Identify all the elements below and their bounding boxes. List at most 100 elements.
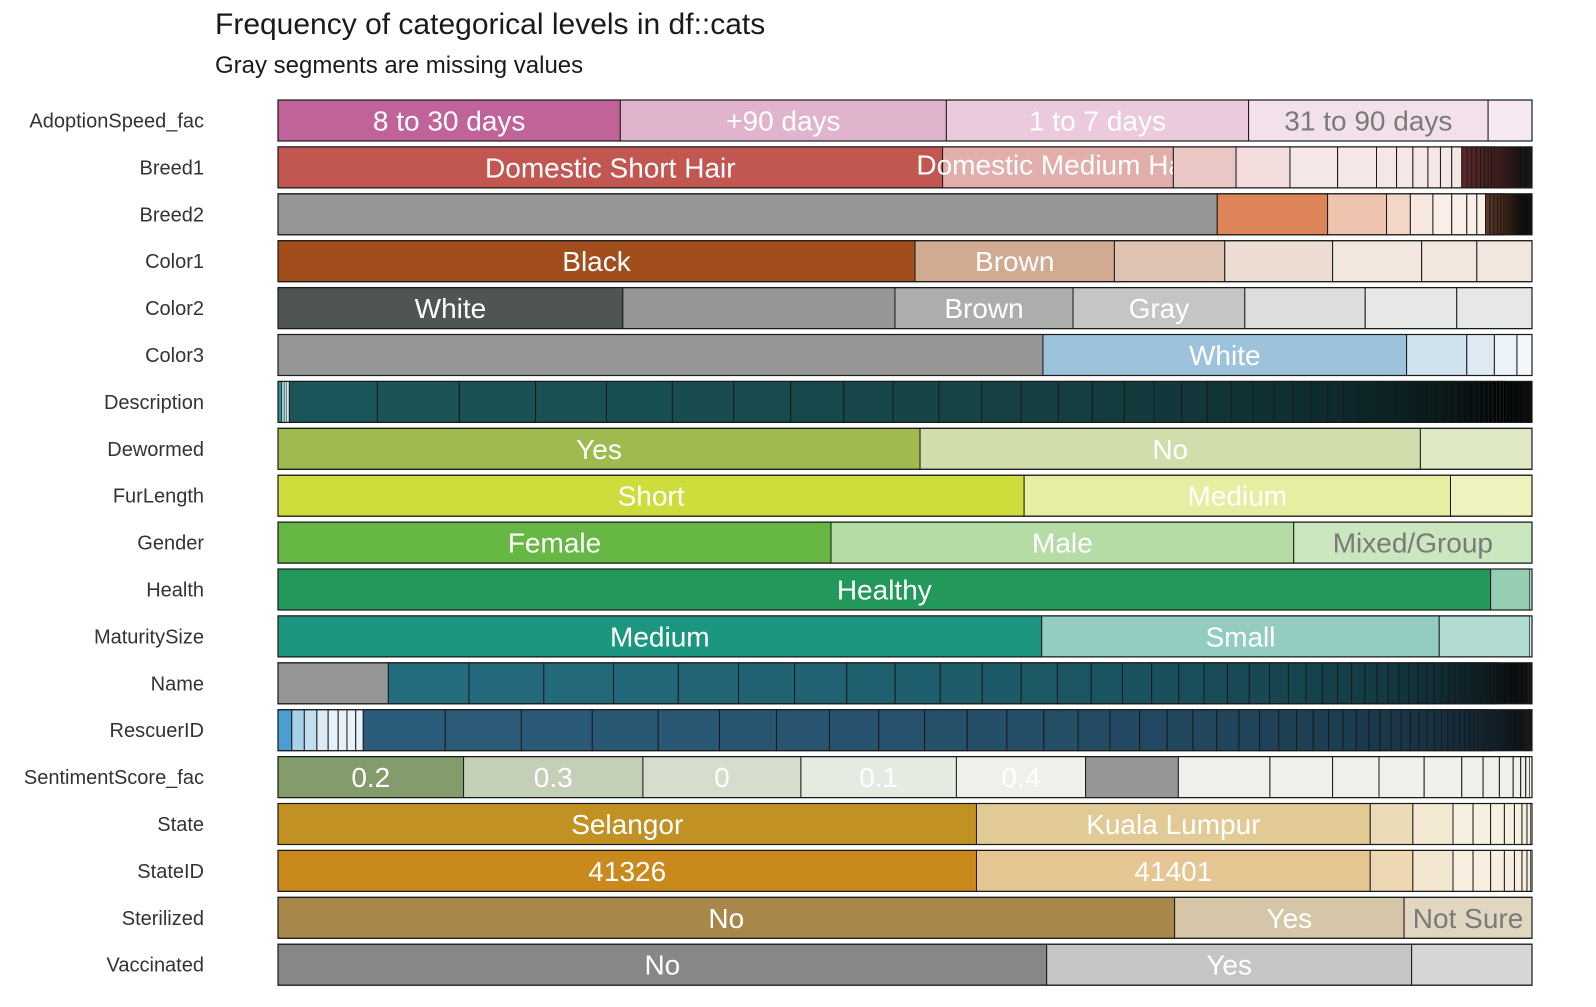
bar-outline-sentimentscore-fac xyxy=(277,755,1533,799)
bar-segment-breed1 xyxy=(1508,146,1512,189)
bar-segment-rescuerid xyxy=(1504,709,1508,751)
bar-segment-state xyxy=(975,803,1371,845)
row-label-sterilized: Sterilized xyxy=(122,908,204,930)
bar-segment-description xyxy=(1057,380,1093,423)
bar-segment-rescuerid xyxy=(1259,709,1280,752)
bar-segment-stateid xyxy=(1369,849,1414,892)
bar-segment-breed2 xyxy=(1500,193,1505,236)
bar-outline-adoptionspeed-fac xyxy=(277,99,1533,142)
bar-segment-breed1 xyxy=(1172,146,1237,189)
bar-segment-rescuerid xyxy=(1426,709,1435,752)
bar-segment-sentimentscore-fac xyxy=(463,756,644,799)
bar-segment-rescuerid xyxy=(1458,709,1466,752)
segment-label-stateid: 41401 xyxy=(1134,856,1212,887)
row-label-color3: Color3 xyxy=(145,345,204,367)
bar-segment-name xyxy=(981,662,1022,705)
bar-segment-stateid xyxy=(1526,849,1532,892)
bar-segment-sentimentscore-fac xyxy=(1177,756,1271,799)
bar-segment-breed1 xyxy=(1471,146,1477,189)
segment-label-sterilized: Yes xyxy=(1267,903,1313,934)
bar-segment-name xyxy=(1517,662,1520,704)
bar-segment-breed2 xyxy=(1466,193,1478,236)
bar-segment-description xyxy=(1230,380,1254,423)
bar-segment-rescuerid xyxy=(1485,709,1490,752)
bar-segment-description xyxy=(1020,380,1059,423)
bar-segment-name xyxy=(894,662,941,705)
bar-segment-rescuerid xyxy=(1077,709,1111,752)
segment-label-stateid: 41326 xyxy=(588,856,666,887)
bar-segment-description xyxy=(1394,380,1406,423)
segment-label-health: Healthy xyxy=(837,575,932,606)
bar-segment-rescuerid xyxy=(718,709,777,752)
bar-segment-description xyxy=(1327,380,1344,423)
bar-segment-state xyxy=(1521,803,1528,845)
bar-segment-breed1 xyxy=(1510,146,1514,189)
row-label-furlength: FurLength xyxy=(113,486,204,508)
bar-segment-color1 xyxy=(1113,240,1226,283)
segment-label-adoptionspeed-fac: 8 to 30 days xyxy=(373,106,526,137)
bar-segment-description xyxy=(790,380,845,423)
bar-segment-rescuerid xyxy=(1481,709,1487,752)
bar-segment-breed1 xyxy=(1337,146,1378,189)
bar-segment-color3 xyxy=(1516,334,1533,376)
bar-segment-description xyxy=(892,380,940,423)
bar-segment-description xyxy=(1153,380,1183,423)
chart-title: Frequency of categorical levels in df::c… xyxy=(215,8,766,41)
bar-segment-maturitysize xyxy=(1438,615,1530,658)
bar-segment-description xyxy=(1483,380,1489,423)
bar-segment-description xyxy=(1514,381,1518,423)
bar-segment-name xyxy=(1460,662,1467,705)
segment-label-color3: White xyxy=(1189,340,1261,371)
bar-segment-sterilized xyxy=(277,896,1176,939)
bar-segment-rescuerid xyxy=(1440,709,1449,752)
bar-segment-rescuerid xyxy=(1216,709,1240,752)
segment-label-furlength: Medium xyxy=(1188,481,1288,512)
bar-segment-name xyxy=(1122,662,1153,705)
bar-segment-name xyxy=(1425,662,1435,705)
bar-segment-description xyxy=(1524,381,1527,423)
bar-segment-rescuerid xyxy=(1006,709,1045,752)
bar-segment-description xyxy=(288,380,378,423)
bar-segment-rescuerid xyxy=(1418,709,1428,752)
bar-outline-color2 xyxy=(277,287,1533,330)
chart-subtitle: Gray segments are missing values xyxy=(215,52,584,79)
segment-label-state: Selangor xyxy=(571,809,683,840)
bar-segment-name xyxy=(1503,662,1507,704)
bar-segment-description xyxy=(1356,380,1372,423)
bar-outline-breed2 xyxy=(277,193,1533,236)
bar-segment-description xyxy=(1526,381,1529,423)
bar-segment-breed1 xyxy=(1515,146,1518,189)
bar-segment-description xyxy=(1273,380,1294,423)
bar-segment-description xyxy=(843,380,894,423)
bar-segment-rescuerid xyxy=(1491,709,1496,751)
bar-segment-color2 xyxy=(1364,287,1458,330)
bar-segment-rescuerid xyxy=(1497,709,1501,751)
bar-segment-breed1 xyxy=(1514,146,1517,189)
segment-label-color1: Black xyxy=(562,246,631,277)
row-label-color2: Color2 xyxy=(145,298,204,320)
bar-segment-name xyxy=(1447,662,1456,705)
bar-segment-breed1 xyxy=(942,146,1174,189)
bar-segment-state xyxy=(1412,803,1454,845)
segment-label-gender: Mixed/Group xyxy=(1333,528,1493,559)
bar-segment-rescuerid xyxy=(966,709,1008,752)
bar-segment-rescuerid xyxy=(775,709,830,752)
bar-segment-stateid xyxy=(975,849,1371,892)
bar-segment-name xyxy=(1387,662,1400,705)
bar-segment-name xyxy=(1498,662,1502,704)
row-label-color1: Color1 xyxy=(145,251,204,273)
bar-segment-description xyxy=(1496,380,1501,423)
bar-segment-state xyxy=(1503,803,1515,845)
segment-label-adoptionspeed-fac: 1 to 7 days xyxy=(1029,106,1166,137)
bar-segment-color3 xyxy=(1493,334,1518,376)
bar-segment-rescuerid xyxy=(277,709,293,752)
segment-label-sentimentscore-fac: 0.2 xyxy=(351,762,390,793)
bar-segment-color1 xyxy=(914,240,1115,283)
bar-segment-rescuerid xyxy=(1513,709,1516,751)
bar-segment-stateid xyxy=(1452,849,1474,892)
bar-segment-breed2 xyxy=(1432,193,1453,236)
bar-outline-color1 xyxy=(277,240,1533,283)
segment-label-adoptionspeed-fac: +90 days xyxy=(726,106,840,137)
bar-segment-name xyxy=(1475,662,1481,705)
bar-segment-rescuerid xyxy=(1447,709,1455,752)
